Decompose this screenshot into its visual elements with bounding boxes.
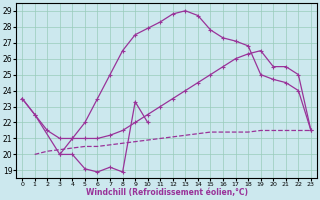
X-axis label: Windchill (Refroidissement éolien,°C): Windchill (Refroidissement éolien,°C) — [85, 188, 248, 197]
